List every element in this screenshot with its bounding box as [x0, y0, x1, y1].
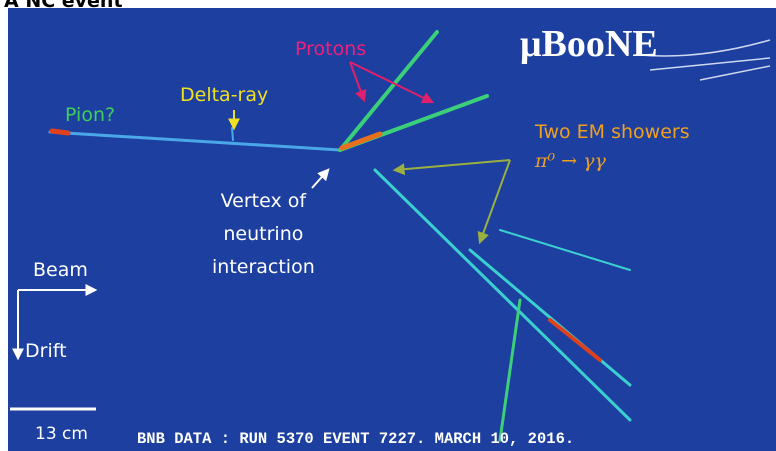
label-drift: Drift [25, 340, 67, 362]
label-protons: Protons [295, 38, 366, 60]
label-decay: π⁰ → γγ [535, 150, 606, 172]
scale-label: 13 cm [35, 424, 88, 444]
label-beam: Beam [33, 259, 88, 281]
label-showers: Two EM showers [535, 121, 690, 143]
label-delta-ray: Delta-ray [180, 84, 268, 106]
slide: A NC event μBooNE Pion? Delta-ray Proton… [0, 0, 776, 451]
background [8, 8, 776, 451]
event-display [0, 0, 776, 451]
label-line: interaction [212, 251, 315, 284]
label-vertex: Vertex of neutrino interaction [212, 185, 315, 284]
label-line: Vertex of [212, 185, 315, 218]
delta-ray-track [232, 128, 233, 140]
label-pion: Pion? [65, 104, 115, 126]
logo: μBooNE [520, 22, 658, 66]
label-line: neutrino [212, 218, 315, 251]
footer: BNB DATA : RUN 5370 EVENT 7227. MARCH 10… [137, 430, 574, 448]
title: A NC event [4, 0, 123, 12]
pion-end [52, 131, 68, 133]
